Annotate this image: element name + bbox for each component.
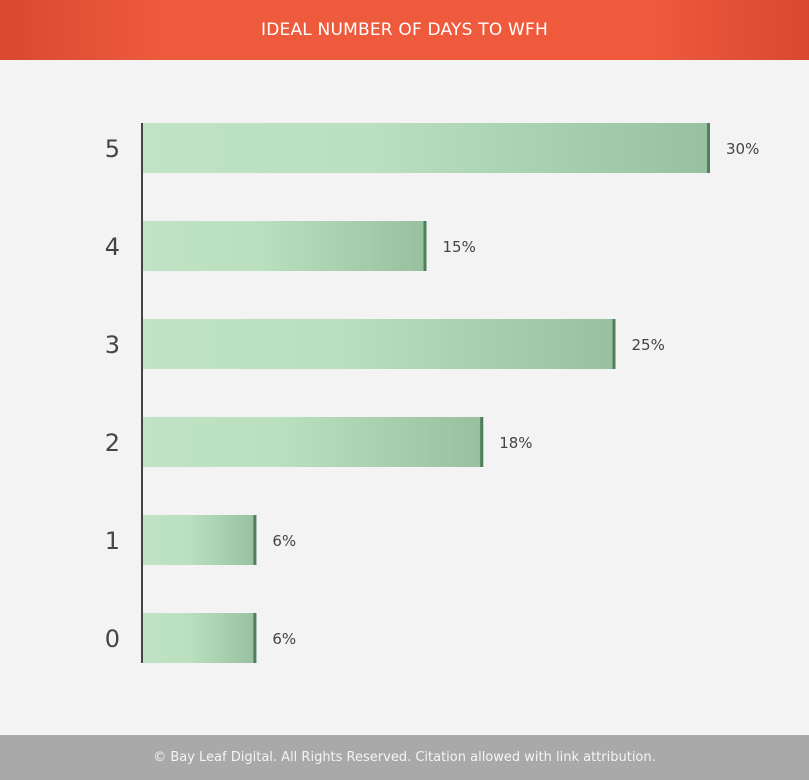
bar-edge-4 (423, 221, 427, 271)
bar-3 (143, 319, 616, 369)
category-label-0: 0 (105, 625, 120, 653)
bar-edge-0 (253, 613, 257, 663)
value-label-4: 15% (443, 238, 476, 256)
category-label-5: 5 (105, 135, 120, 163)
chart-title: IDEAL NUMBER OF DAYS TO WFH (261, 20, 548, 40)
category-label-3: 3 (105, 331, 120, 359)
value-label-0: 6% (272, 630, 296, 648)
category-label-2: 2 (105, 429, 120, 457)
copyright-text: © Bay Leaf Digital. All Rights Reserved.… (153, 750, 656, 765)
category-label-1: 1 (105, 527, 120, 555)
bar-edge-1 (253, 515, 257, 565)
bar-edge-2 (480, 417, 484, 467)
bar-4 (143, 221, 427, 271)
value-label-5: 30% (726, 140, 759, 158)
bar-edge-3 (612, 319, 616, 369)
bar-0 (143, 613, 257, 663)
bar-2 (143, 417, 484, 467)
value-label-2: 18% (499, 434, 532, 452)
bar-1 (143, 515, 257, 565)
bar-edge-5 (707, 123, 710, 173)
bar-chart: 5 30% 4 15% 3 25% 2 18% 1 6% 0 6% (105, 123, 759, 663)
category-label-4: 4 (105, 233, 120, 261)
value-label-3: 25% (632, 336, 665, 354)
value-label-1: 6% (272, 532, 296, 550)
footer: © Bay Leaf Digital. All Rights Reserved.… (0, 735, 809, 780)
bar-5 (143, 123, 710, 173)
chart-title-banner: IDEAL NUMBER OF DAYS TO WFH (0, 0, 809, 60)
